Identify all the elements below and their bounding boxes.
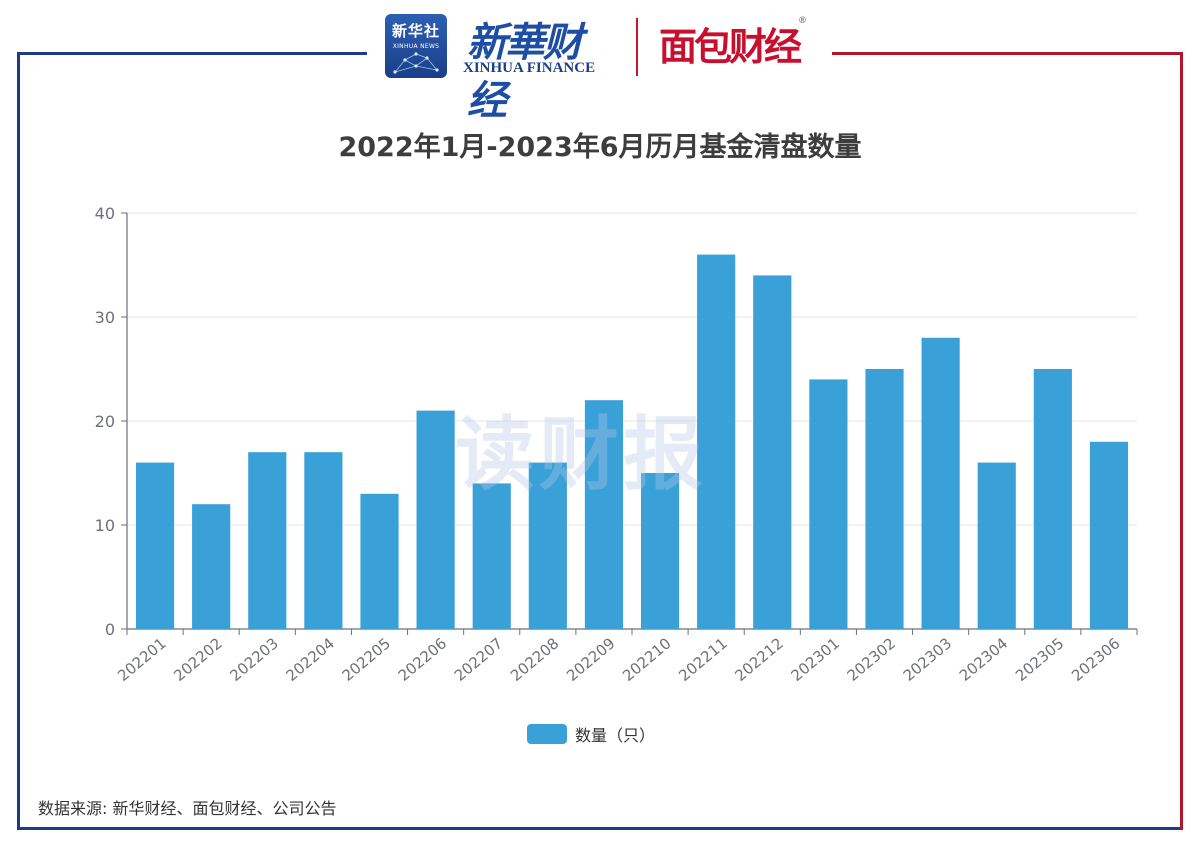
y-tick-label: 10 [95,516,115,535]
logo-divider [636,18,638,76]
bar [865,369,904,629]
bar [1089,441,1129,629]
badge-en-text: XINHUA NEWS [392,43,440,50]
mianbao-finance-text: 面包财经 [659,25,802,69]
bar [360,493,399,629]
mianbao-finance-logo: 面包财经 ® [659,16,807,71]
bar [416,410,455,629]
grid-lines [127,212,1137,526]
bar [472,483,511,629]
x-tick-label: 202212 [731,634,786,685]
x-tick-label: 202204 [283,634,338,685]
x-tick-label: 202304 [956,634,1011,685]
y-tick-label: 20 [95,412,115,431]
y-tick-label: 0 [105,620,115,639]
bar [640,473,680,629]
xinhua-finance-cn: 新華财经 [467,19,583,124]
x-tick-label: 202211 [675,634,730,685]
bar [921,337,960,629]
bar [584,400,624,629]
legend-swatch [527,724,567,744]
xinhua-finance-logo: 新華财经 XINHUA FINANCE [457,10,617,124]
xinhua-news-logo: 新华社 XINHUA NEWS [385,14,447,78]
bar [192,504,231,629]
bar [753,275,792,629]
xinhua-finance-en: XINHUA FINANCE [463,60,596,76]
badge-cn-text: 新华社 [391,22,440,40]
chart-title: 2022年1月-2023年6月历月基金清盘数量 [338,132,862,163]
y-tick-label: 30 [95,308,115,327]
x-tick-label: 202201 [114,634,169,685]
source-note: 数据来源: 新华财经、面包财经、公司公告 [38,799,337,818]
network-icon [393,52,439,74]
x-tick-label: 202209 [563,634,618,685]
x-tick-label: 202205 [339,634,394,685]
bar [809,379,848,629]
axes [121,212,1138,635]
bar [135,462,175,629]
bar [304,452,343,629]
bar [528,462,567,629]
x-tick-label: 202207 [451,634,506,685]
frame-top-left-line [17,52,367,55]
x-tick-label: 202301 [788,634,843,685]
frame-left-line [17,52,20,830]
bar [248,452,287,629]
bars [135,254,1129,629]
frame-bottom-line [17,827,1183,830]
x-tick-label: 202206 [395,634,450,685]
bar [697,254,736,629]
x-tick-label: 202306 [1068,634,1123,685]
bar [977,462,1016,629]
x-tick-label: 202203 [226,634,281,685]
x-tick-label: 202303 [900,634,955,685]
x-tick-label: 202208 [507,634,562,685]
header-logos: 新华社 XINHUA NEWS 新華财经 XINHUA FINANCE 面包财经… [383,10,823,124]
y-tick-label: 40 [95,204,115,223]
registered-mark: ® [798,16,808,26]
x-tick-label: 202210 [619,634,674,685]
x-tick-label: 202202 [170,634,225,685]
bar [1033,369,1072,629]
frame-top-right-line [832,52,1183,55]
x-tick-label: 202305 [1012,634,1067,685]
x-tick-label: 202302 [844,634,899,685]
frame-right-line [1180,52,1183,830]
legend-label: 数量（只） [575,726,656,745]
legend[interactable]: 数量（只） [527,722,655,746]
